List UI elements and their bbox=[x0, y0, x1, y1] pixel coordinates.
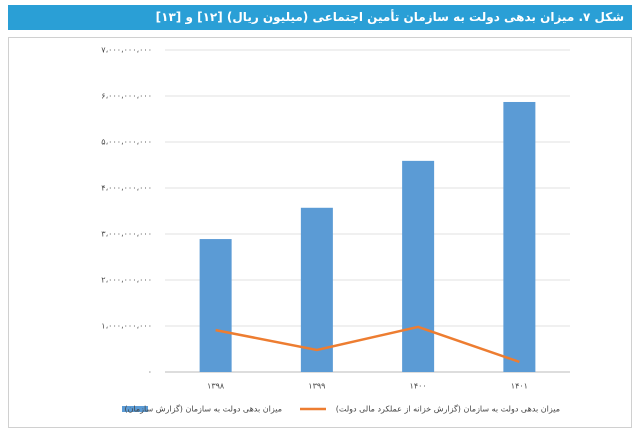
y-tick-label: ۵،۰۰۰،۰۰۰،۰۰۰ bbox=[101, 138, 152, 147]
bar bbox=[199, 239, 232, 372]
x-tick-label: ۱۴۰۰ bbox=[410, 382, 427, 391]
y-tick-label: ۲،۰۰۰،۰۰۰،۰۰۰ bbox=[101, 276, 152, 285]
y-tick-label: ۴،۰۰۰،۰۰۰،۰۰۰ bbox=[101, 184, 152, 193]
line bbox=[215, 325, 520, 364]
legend-label: میزان بدهی دولت به سازمان (گزارش سازمان) bbox=[124, 404, 282, 414]
chart-border bbox=[8, 37, 632, 428]
legend-swatch bbox=[122, 406, 148, 412]
bar bbox=[402, 160, 435, 372]
y-tick-label: ۳،۰۰۰،۰۰۰،۰۰۰ bbox=[101, 230, 152, 239]
bar bbox=[300, 207, 333, 372]
x-tick-label: ۱۳۹۸ bbox=[207, 382, 225, 391]
bar bbox=[503, 101, 536, 372]
y-tick-label: ۰ bbox=[148, 368, 152, 377]
legend-label: میزان بدهی دولت به سازمان (گزارش خزانه ا… bbox=[336, 404, 560, 414]
y-tick-label: ۶،۰۰۰،۰۰۰،۰۰۰ bbox=[101, 92, 152, 101]
y-tick-label: ۷،۰۰۰،۰۰۰،۰۰۰ bbox=[101, 46, 152, 55]
y-tick-label: ۱،۰۰۰،۰۰۰،۰۰۰ bbox=[101, 322, 152, 331]
x-tick-label: ۱۴۰۱ bbox=[511, 382, 528, 391]
chart-title: شکل ۷. میزان بدهی دولت به سازمان تأمین ا… bbox=[8, 5, 632, 30]
x-tick-label: ۱۳۹۹ bbox=[308, 382, 325, 391]
